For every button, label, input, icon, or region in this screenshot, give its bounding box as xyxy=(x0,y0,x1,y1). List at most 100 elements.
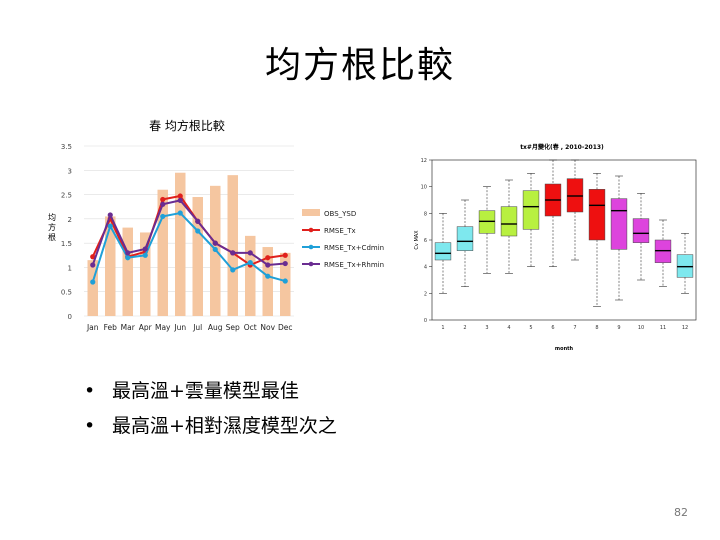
chart-title: 春 均方根比較 xyxy=(149,118,225,133)
series-point xyxy=(230,267,236,273)
y-tick-label: 0.5 xyxy=(61,289,72,297)
legend-marker xyxy=(308,261,314,267)
y-tick-label: 3.5 xyxy=(61,143,72,151)
series-point xyxy=(230,250,236,256)
series-line xyxy=(91,199,286,267)
y-tick-label: 2.5 xyxy=(61,192,72,200)
series-point xyxy=(177,197,183,203)
x-tick-label: 10 xyxy=(638,325,644,331)
x-tick-label: Nov xyxy=(260,323,275,332)
x-tick-label: 11 xyxy=(660,325,666,331)
x-tick-label: 1 xyxy=(441,325,444,331)
series-point xyxy=(282,252,288,258)
x-tick-label: 2 xyxy=(463,325,466,331)
legend-label: RMSE_Tx+Rhmin xyxy=(324,261,384,269)
bullet-list: • 最高溫+雲量模型最佳 • 最高溫+相對濕度模型次之 xyxy=(84,374,337,444)
page-number: 82 xyxy=(674,506,688,519)
series-point xyxy=(177,210,183,216)
series-point xyxy=(125,255,131,261)
y-tick-label: 0 xyxy=(424,318,427,324)
series-point xyxy=(282,278,288,284)
boxplot-chart-svg: tx#月變化(春 , 2010-2013) Cv MAX month 0 2 4 6 8 10 1… xyxy=(414,143,697,352)
x-tick-label: May xyxy=(155,323,171,332)
box xyxy=(588,189,606,241)
series-point xyxy=(107,223,113,229)
series-point xyxy=(212,246,218,253)
bar xyxy=(262,247,273,316)
legend-marker xyxy=(308,227,314,233)
x-tick-label: 9 xyxy=(617,325,620,331)
bar xyxy=(245,235,256,316)
bar xyxy=(105,216,116,316)
x-tick-label: Jun xyxy=(173,323,186,332)
x-tick-label: Apr xyxy=(139,323,153,332)
y-axis-label: 均方根 xyxy=(48,212,56,242)
legend-marker xyxy=(308,244,314,250)
x-tick-label: 8 xyxy=(595,325,598,331)
bar xyxy=(192,197,203,316)
y-tick-label: 3 xyxy=(68,167,72,175)
series-point xyxy=(90,262,96,268)
y-axis-label: Cv MAX xyxy=(414,230,420,250)
series-point xyxy=(265,255,271,261)
box xyxy=(434,242,452,261)
series-point xyxy=(125,250,131,256)
legend-label: RMSE_Tx xyxy=(324,227,356,235)
series-line xyxy=(91,211,286,283)
y-tick-label: 4 xyxy=(424,265,427,271)
bar xyxy=(87,260,98,316)
series-point xyxy=(160,201,166,207)
box xyxy=(456,226,474,251)
y-axis-label-char: 均 xyxy=(48,212,56,222)
monthly-boxplot-chart: tx#月變化(春 , 2010-2013) Cv MAX month 0 2 4 6 8 10 1… xyxy=(412,136,700,356)
bullet-item-2: • 最高溫+相對濕度模型次之 xyxy=(84,409,337,444)
series-point xyxy=(142,252,148,258)
bar xyxy=(280,252,291,316)
box xyxy=(522,190,540,230)
x-tick-label: 6 xyxy=(551,325,554,331)
x-tick-label: Mar xyxy=(121,323,136,332)
y-tick-label: 1 xyxy=(68,264,72,272)
series-point xyxy=(265,262,271,268)
bar xyxy=(175,172,186,316)
series-point xyxy=(282,260,288,267)
x-tick-label: 12 xyxy=(682,325,688,331)
bar xyxy=(157,189,168,316)
slide-title: 均方根比較 xyxy=(264,45,455,86)
bullet-dot: • xyxy=(84,380,96,402)
x-tick-label: Oct xyxy=(244,323,257,332)
y-tick-label: 6 xyxy=(424,238,427,244)
x-tick-label: 7 xyxy=(573,325,576,331)
y-tick-label: 1.5 xyxy=(61,240,72,248)
series-point xyxy=(195,218,201,224)
x-tick-label: Feb xyxy=(104,323,118,332)
bullet-text-2: 最高溫+相對濕度模型次之 xyxy=(112,415,337,437)
x-tick-label: Dec xyxy=(278,323,293,332)
y-axis-label-char: 方 xyxy=(48,222,56,232)
y-tick-label: 2 xyxy=(424,291,427,297)
bar xyxy=(140,232,151,316)
x-tick-label: Aug xyxy=(208,323,223,332)
y-tick-label: 10 xyxy=(421,185,427,191)
legend-label: OBS_YSD xyxy=(324,210,356,218)
x-tick-label: Sep xyxy=(226,323,240,332)
box xyxy=(610,198,628,250)
series-point xyxy=(212,240,218,246)
x-tick-label: 5 xyxy=(529,325,532,331)
series-point xyxy=(265,273,271,279)
legend-swatch xyxy=(302,209,320,216)
x-tick-label: Jul xyxy=(192,323,202,332)
series-line xyxy=(91,194,286,267)
series-point xyxy=(247,259,253,266)
bar xyxy=(227,175,238,316)
bullet-text-1: 最高溫+雲量模型最佳 xyxy=(112,380,299,402)
y-tick-label: 2 xyxy=(68,216,72,224)
series-point xyxy=(142,246,148,252)
series-point xyxy=(160,196,166,203)
y-tick-label: 0 xyxy=(68,313,72,321)
series-point xyxy=(247,250,253,256)
x-tick-label: 4 xyxy=(507,325,510,331)
x-tick-label: 3 xyxy=(485,325,488,331)
x-axis-label: month xyxy=(555,346,574,352)
